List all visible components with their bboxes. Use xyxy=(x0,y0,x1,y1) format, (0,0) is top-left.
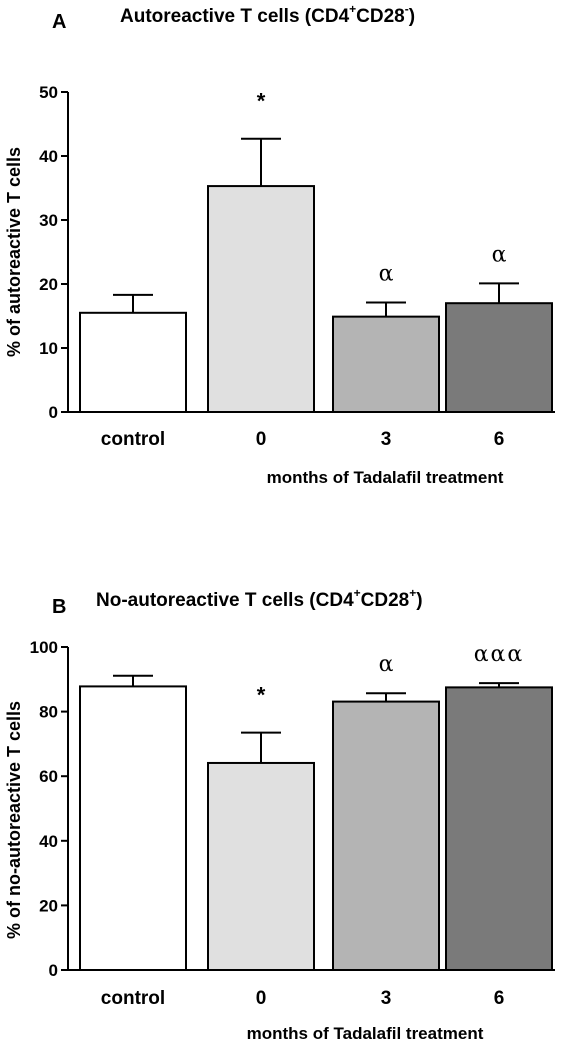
y-tick-label: 20 xyxy=(39,896,58,915)
panel-letter: B xyxy=(52,596,66,618)
x-axis-label: months of Tadalafil treatment xyxy=(247,1024,484,1043)
x-tick-label: 3 xyxy=(381,429,392,450)
y-tick-label: 50 xyxy=(39,83,58,102)
significance-alpha: α xyxy=(379,652,394,677)
y-tick-label: 100 xyxy=(30,638,58,657)
significance-star: * xyxy=(257,89,266,114)
x-axis-label: months of Tadalafil treatment xyxy=(267,468,504,487)
x-tick-label: 6 xyxy=(494,988,505,1009)
y-axis-label: % of no-autoreactive T cells xyxy=(4,701,24,939)
chart-title: No-autoreactive T cells (CD4+CD28+) xyxy=(96,586,423,611)
y-tick-label: 20 xyxy=(39,275,58,294)
chart-title: Autoreactive T cells (CD4+CD28-) xyxy=(120,2,415,27)
y-axis-label: % of autoreactive T cells xyxy=(4,147,24,357)
y-tick-label: 0 xyxy=(49,961,58,980)
significance-alpha: ααα xyxy=(474,642,525,667)
y-tick-label: 30 xyxy=(39,211,58,230)
x-tick-label: 3 xyxy=(381,988,392,1009)
x-tick-label: 0 xyxy=(256,988,267,1009)
bar-6 xyxy=(445,686,553,971)
y-tick-label: 40 xyxy=(39,147,58,166)
significance-alpha: α xyxy=(379,262,394,287)
bar-6 xyxy=(445,302,553,414)
bar-0 xyxy=(207,185,315,413)
y-tick-label: 60 xyxy=(39,767,58,786)
x-tick-label: control xyxy=(101,429,165,450)
y-tick-label: 0 xyxy=(49,403,58,422)
x-tick-label: control xyxy=(101,988,165,1009)
significance-alpha: α xyxy=(492,242,507,267)
significance-star: * xyxy=(257,683,266,708)
bar-3 xyxy=(332,315,440,414)
bar-control xyxy=(79,685,187,971)
y-tick-label: 80 xyxy=(39,703,58,722)
y-tick-label: 10 xyxy=(39,339,58,358)
chart-panel-a: A Autoreactive T cells (CD4+CD28-) % of … xyxy=(4,2,555,487)
x-tick-label: 6 xyxy=(494,429,505,450)
panel-letter: A xyxy=(52,11,66,33)
bar-0 xyxy=(207,761,315,971)
x-tick-label: 0 xyxy=(256,429,267,450)
bar-control xyxy=(79,311,187,413)
chart-panel-b: B No-autoreactive T cells (CD4+CD28+) % … xyxy=(4,586,555,1043)
y-tick-label: 40 xyxy=(39,832,58,851)
bar-3 xyxy=(332,700,440,971)
